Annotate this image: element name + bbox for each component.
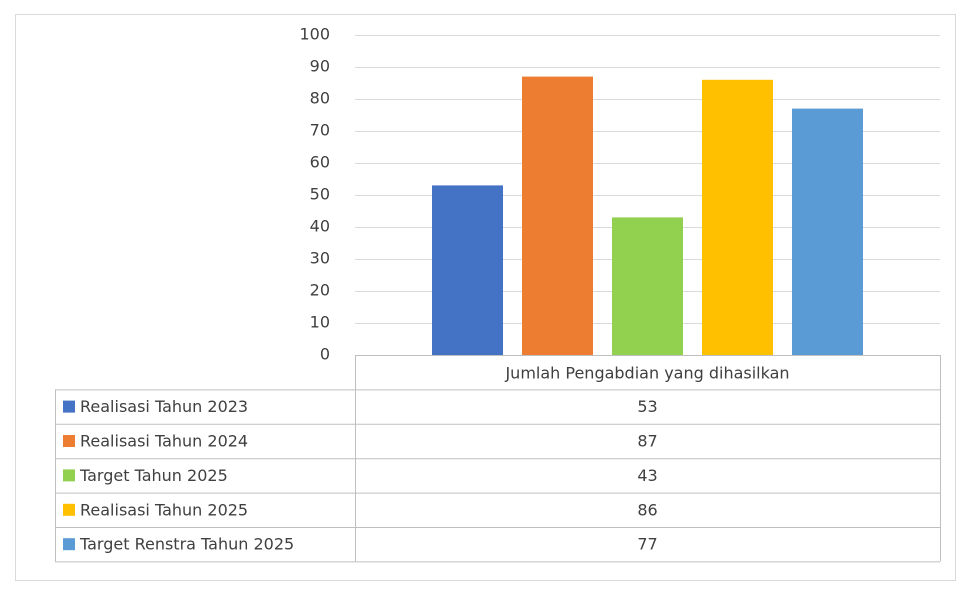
y-tick-label: 20	[310, 281, 330, 300]
y-tick-label: 90	[310, 57, 330, 76]
table-value: 86	[637, 500, 657, 519]
legend-key	[63, 435, 75, 447]
legend-label: Target Renstra Tahun 2025	[79, 535, 294, 554]
table-value: 53	[637, 397, 657, 416]
y-tick-label: 70	[310, 121, 330, 140]
table-value: 43	[637, 466, 657, 485]
bar	[612, 217, 683, 355]
x-tick-label: Jumlah Pengabdian yang dihasilkan	[504, 364, 789, 383]
legend-label: Realisasi Tahun 2025	[80, 500, 248, 519]
bar	[792, 108, 863, 355]
chart-frame	[15, 14, 956, 581]
legend-key	[63, 400, 75, 413]
y-tick-label: 80	[310, 89, 330, 108]
legend-label: Realisasi Tahun 2024	[80, 432, 248, 451]
y-tick-label: 50	[310, 185, 330, 204]
table-value: 77	[637, 535, 657, 554]
y-tick-label: 10	[310, 313, 330, 332]
y-tick-label: 30	[310, 249, 330, 268]
table-value: 87	[637, 432, 657, 451]
legend-label: Realisasi Tahun 2023	[80, 397, 248, 416]
legend-key	[63, 469, 75, 482]
bar	[702, 79, 773, 356]
legend-key	[63, 538, 75, 551]
y-tick-label: 0	[320, 345, 330, 364]
y-tick-label: 40	[310, 217, 330, 236]
y-tick-label: 100	[299, 25, 330, 44]
bar	[522, 76, 593, 355]
y-tick-label: 60	[310, 153, 330, 172]
legend-label: Target Tahun 2025	[79, 466, 228, 485]
bar	[432, 185, 503, 355]
legend-key	[63, 503, 75, 516]
